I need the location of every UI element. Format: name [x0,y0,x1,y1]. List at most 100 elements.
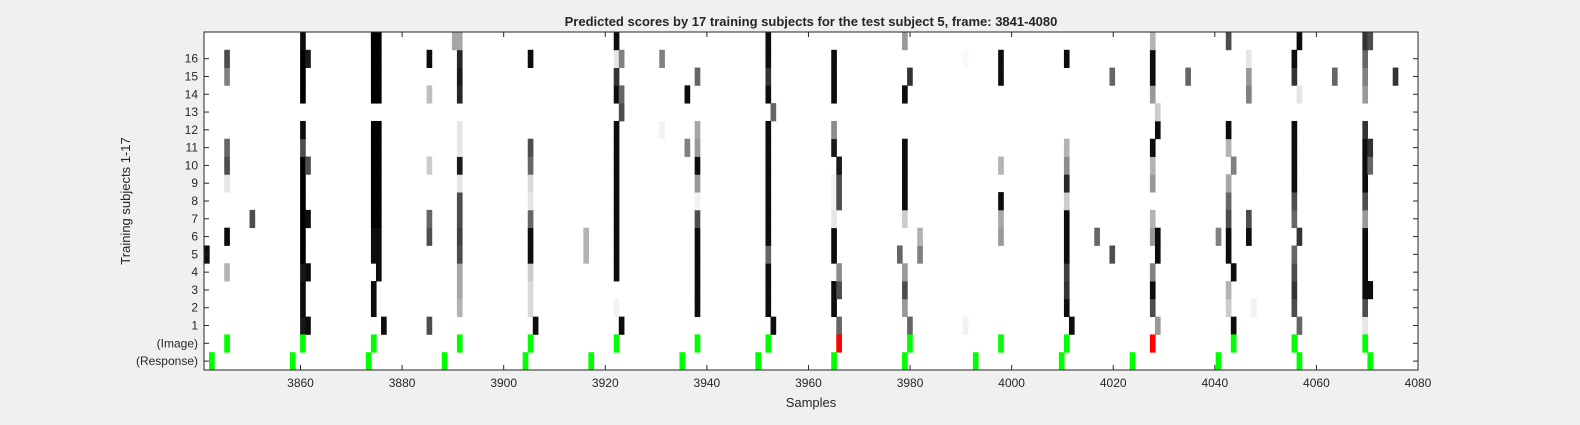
score-cell [765,263,772,282]
score-cell [765,49,772,68]
score-cell [831,174,837,193]
score-cell [694,281,701,300]
score-cell [305,156,311,175]
score-cell [1063,245,1070,264]
score-cell [527,156,534,175]
score-cell [305,316,311,335]
score-cell [370,67,377,86]
score-cell [659,49,665,68]
score-cell [375,120,382,140]
image-hit-marker [613,334,620,353]
score-cell [1291,49,1298,68]
score-cell [1291,156,1298,175]
score-cell [300,209,306,229]
score-cell [375,227,382,246]
score-cell [426,156,433,175]
score-cell [1362,263,1369,282]
score-cell [1362,298,1369,318]
score-cell [1362,120,1369,140]
score-cell [1291,263,1298,282]
score-cell [1063,209,1070,229]
y-tick-label: 14 [185,87,199,101]
score-cell [694,192,701,211]
score-cell [1063,281,1070,300]
y-tick-label: (Image) [157,336,198,350]
response-marker [1058,352,1065,371]
y-tick-label: 7 [191,212,198,226]
score-cell [1362,227,1369,246]
score-cell [836,174,842,193]
score-cell [1291,174,1298,193]
score-cell [456,227,463,246]
score-cell [370,156,377,175]
x-tick-label: 4080 [1405,376,1432,390]
response-marker [1129,352,1136,371]
score-cell [694,120,701,140]
score-cell [1367,156,1374,175]
y-tick-label: 1 [191,319,198,333]
score-cell [1296,32,1303,51]
score-cell [1149,298,1156,318]
score-cell [224,156,230,175]
y-tick-label: 6 [191,230,198,244]
score-cell [1154,120,1161,140]
score-cell [1149,67,1156,86]
score-cell [1215,227,1222,246]
score-cell [765,209,772,229]
score-cell [998,67,1004,86]
score-cell [1068,316,1075,335]
score-cell [426,316,433,335]
y-axis-label: Training subjects 1-17 [118,137,133,264]
score-cells [204,32,1399,335]
score-cell [370,298,377,318]
image-miss-marker [836,334,842,353]
score-cell [1362,245,1369,264]
score-cell [1063,192,1070,211]
score-cell [917,245,923,264]
score-cell [375,174,382,193]
score-cell [1230,263,1237,282]
response-marker [588,352,595,371]
y-tick-label: 16 [185,52,199,66]
score-cell [765,227,772,246]
score-cell [300,174,306,193]
score-cell [836,281,842,300]
score-cell [456,192,463,211]
score-cell [426,209,433,229]
score-cell [765,85,772,104]
score-cell [300,120,306,140]
score-cell [770,316,777,335]
score-cell [1362,192,1369,211]
score-cell [1246,227,1252,246]
x-tick-label: 3900 [490,376,517,390]
y-tick-label: 11 [186,141,199,155]
score-cell [1291,192,1298,211]
score-cell [1296,316,1303,335]
response-marker [522,352,529,371]
score-cell [375,32,382,51]
score-cell [370,138,377,157]
score-cell [831,227,837,246]
score-cell [613,156,620,175]
score-cell [694,227,701,246]
score-cell [1154,316,1161,335]
score-cell [300,227,306,246]
x-tick-label: 3960 [795,376,822,390]
score-cell [684,85,691,104]
score-cell [765,32,772,51]
y-axis: 16 15 14 13 12 11 10 9 8 7 6 5 4 3 2 1 (Image) (Response) [136,52,1418,368]
response-marker [365,352,372,371]
score-cell [1291,281,1298,300]
score-cell [613,227,620,246]
score-cell [618,316,625,335]
score-cell [300,281,306,300]
score-cell [370,85,377,104]
image-hit-marker [1230,334,1237,353]
score-cell [456,85,463,104]
response-marker [972,352,979,371]
score-cell [1362,49,1369,68]
score-cell [456,138,463,157]
y-tick-label: 4 [191,265,198,279]
x-tick-label: 4020 [1100,376,1127,390]
score-cell [831,85,837,104]
